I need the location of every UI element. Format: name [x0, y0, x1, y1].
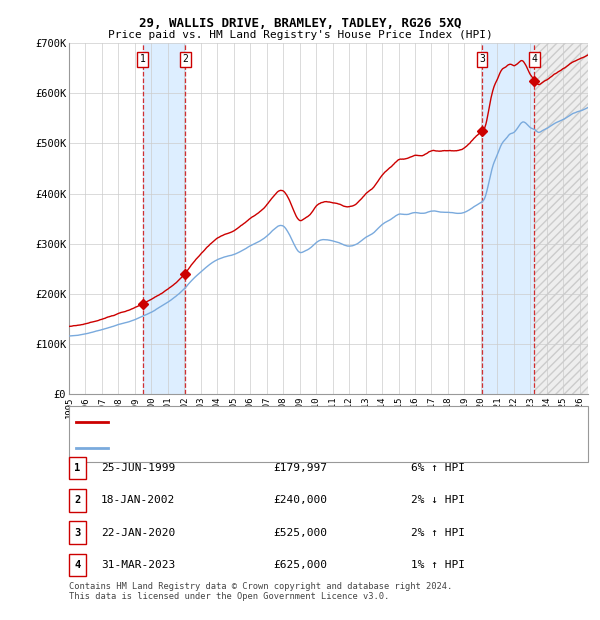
Text: Contains HM Land Registry data © Crown copyright and database right 2024.
This d: Contains HM Land Registry data © Crown c… [69, 582, 452, 601]
Text: HPI: Average price, detached house, Basingstoke and Deane: HPI: Average price, detached house, Basi… [115, 443, 450, 453]
Text: 31-MAR-2023: 31-MAR-2023 [101, 560, 175, 570]
Text: 6% ↑ HPI: 6% ↑ HPI [411, 463, 465, 473]
Text: 18-JAN-2002: 18-JAN-2002 [101, 495, 175, 505]
Text: Price paid vs. HM Land Registry's House Price Index (HPI): Price paid vs. HM Land Registry's House … [107, 30, 493, 40]
Text: 2% ↓ HPI: 2% ↓ HPI [411, 495, 465, 505]
Bar [535, 43, 588, 394]
Text: 3: 3 [74, 528, 80, 538]
Text: 22-JAN-2020: 22-JAN-2020 [101, 528, 175, 538]
Text: 29, WALLIS DRIVE, BRAMLEY, TADLEY, RG26 5XQ: 29, WALLIS DRIVE, BRAMLEY, TADLEY, RG26 … [139, 17, 461, 30]
Text: 1: 1 [74, 463, 80, 473]
Text: 1: 1 [140, 54, 146, 64]
Text: £625,000: £625,000 [273, 560, 327, 570]
Text: 25-JUN-1999: 25-JUN-1999 [101, 463, 175, 473]
Text: £179,997: £179,997 [273, 463, 327, 473]
Bar [482, 43, 535, 394]
Text: 3: 3 [479, 54, 485, 64]
Text: 2: 2 [182, 54, 188, 64]
Bar [143, 43, 185, 394]
Text: 2: 2 [74, 495, 80, 505]
Text: 4: 4 [532, 54, 538, 64]
Text: £240,000: £240,000 [273, 495, 327, 505]
Text: £525,000: £525,000 [273, 528, 327, 538]
Text: 4: 4 [74, 560, 80, 570]
Text: 2% ↑ HPI: 2% ↑ HPI [411, 528, 465, 538]
Text: 1% ↑ HPI: 1% ↑ HPI [411, 560, 465, 570]
Text: 29, WALLIS DRIVE, BRAMLEY, TADLEY, RG26 5XQ (detached house): 29, WALLIS DRIVE, BRAMLEY, TADLEY, RG26 … [115, 417, 468, 427]
